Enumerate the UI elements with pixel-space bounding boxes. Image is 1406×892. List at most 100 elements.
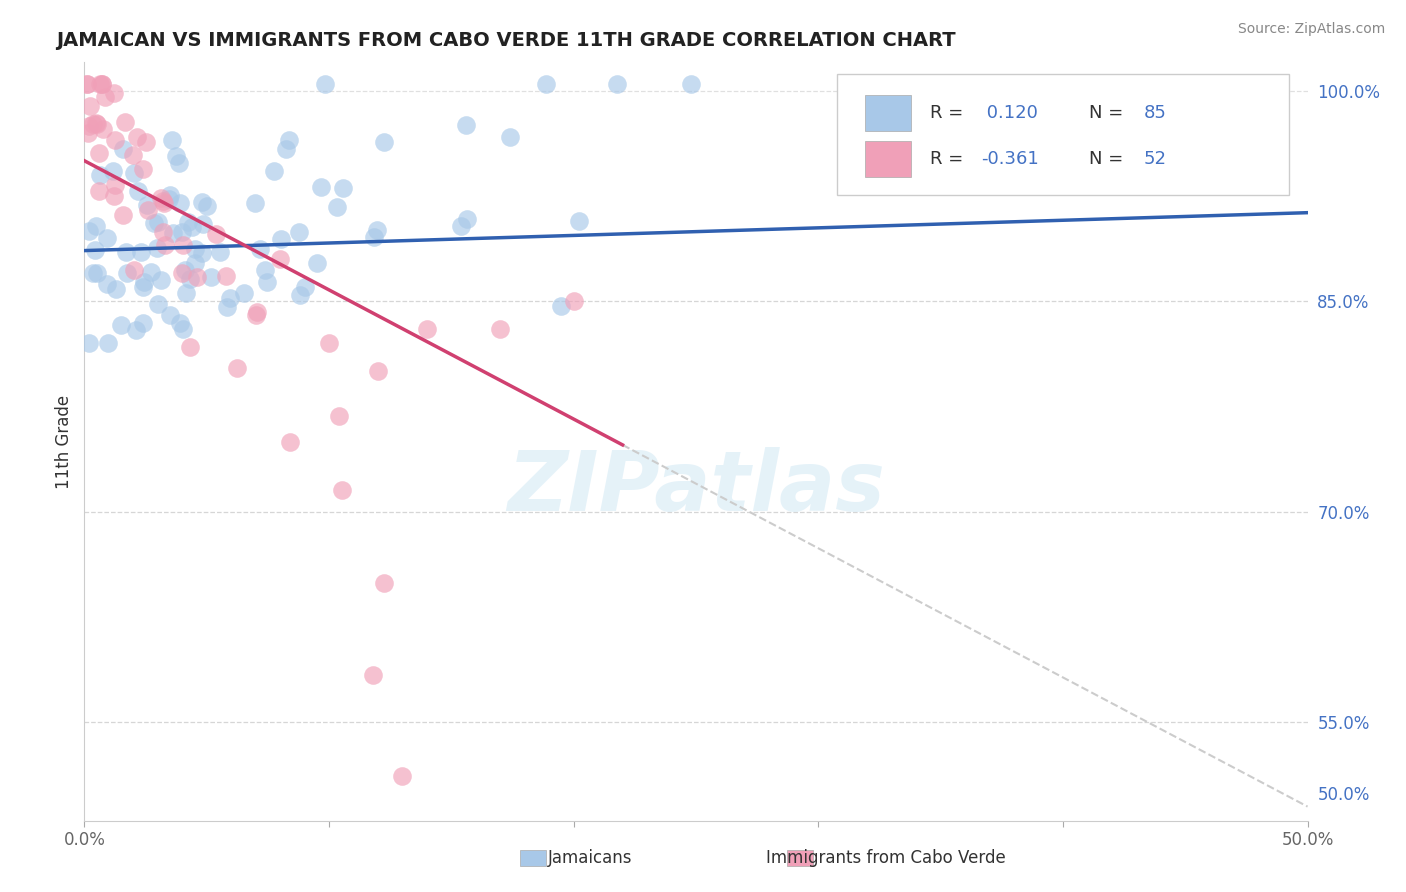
Text: 52: 52 <box>1143 150 1167 168</box>
Point <box>180 220 202 235</box>
Point <box>183 242 205 256</box>
Point <box>215 268 238 283</box>
Point <box>155 238 177 252</box>
Point <box>373 576 395 591</box>
Point <box>330 483 353 497</box>
Point <box>681 77 703 91</box>
Point <box>76 77 98 91</box>
Point <box>115 267 138 281</box>
Point <box>114 114 136 128</box>
Point <box>373 135 395 149</box>
Point <box>125 323 148 337</box>
Point <box>249 243 271 257</box>
Point <box>270 232 292 246</box>
Point <box>256 276 278 290</box>
Point <box>184 256 207 270</box>
Bar <box>520 850 546 866</box>
Point <box>94 90 117 104</box>
Point <box>243 196 266 211</box>
FancyBboxPatch shape <box>865 95 911 131</box>
Point <box>111 142 134 156</box>
Point <box>169 316 191 330</box>
Point <box>82 266 104 280</box>
Point <box>136 202 159 217</box>
Point <box>77 126 100 140</box>
Point <box>191 217 214 231</box>
Point <box>127 184 149 198</box>
Text: Source: ZipAtlas.com: Source: ZipAtlas.com <box>1237 22 1385 37</box>
Text: ZIPatlas: ZIPatlas <box>508 447 884 527</box>
Point <box>550 300 572 314</box>
Point <box>87 184 110 198</box>
Point <box>391 769 413 783</box>
Point <box>172 322 194 336</box>
Point <box>150 190 173 204</box>
Point <box>172 266 194 280</box>
Point <box>125 129 148 144</box>
Point <box>104 178 127 192</box>
Point <box>89 168 111 182</box>
Point <box>205 227 228 242</box>
Point <box>277 133 299 147</box>
Text: Jamaicans: Jamaicans <box>548 849 633 867</box>
Point <box>534 77 557 91</box>
Point <box>450 219 472 233</box>
Point <box>160 132 183 146</box>
Point <box>148 215 170 229</box>
Point <box>245 308 267 322</box>
Point <box>159 308 181 322</box>
Point <box>149 273 172 287</box>
Point <box>489 322 512 336</box>
Point <box>278 434 301 449</box>
Point <box>172 238 194 252</box>
Point <box>186 270 208 285</box>
Point <box>77 224 100 238</box>
Point <box>499 130 522 145</box>
Point <box>76 77 98 91</box>
Point <box>135 136 157 150</box>
Point <box>311 179 333 194</box>
Point <box>104 132 127 146</box>
Point <box>245 305 267 319</box>
Point <box>87 146 110 161</box>
Point <box>84 243 107 257</box>
Point <box>191 194 214 209</box>
Point <box>84 219 107 233</box>
Point <box>141 265 163 279</box>
Point <box>226 360 249 375</box>
Point <box>263 164 285 178</box>
Point <box>562 294 585 309</box>
Text: N =: N = <box>1088 104 1129 122</box>
Point <box>361 668 384 682</box>
Point <box>152 225 174 239</box>
Point <box>79 119 101 133</box>
Point <box>217 300 239 314</box>
Point <box>326 201 349 215</box>
Point <box>363 230 385 244</box>
Text: R =: R = <box>929 150 969 168</box>
Point <box>456 211 478 226</box>
Point <box>172 226 194 240</box>
Point <box>191 245 214 260</box>
Text: R =: R = <box>929 104 969 122</box>
Point <box>132 316 155 330</box>
Point <box>146 241 169 255</box>
Point <box>121 147 143 161</box>
Point <box>112 208 135 222</box>
Point <box>129 245 152 260</box>
Point <box>200 269 222 284</box>
Point <box>179 271 201 285</box>
Point <box>103 188 125 202</box>
Point <box>84 116 107 130</box>
Point <box>219 291 242 305</box>
Point <box>110 318 132 332</box>
Bar <box>787 850 813 866</box>
Point <box>82 117 104 131</box>
Point <box>86 117 108 131</box>
Point <box>152 194 174 209</box>
Point <box>86 266 108 280</box>
Point <box>568 214 591 228</box>
FancyBboxPatch shape <box>837 74 1289 195</box>
Point <box>208 245 231 260</box>
Point <box>115 245 138 260</box>
